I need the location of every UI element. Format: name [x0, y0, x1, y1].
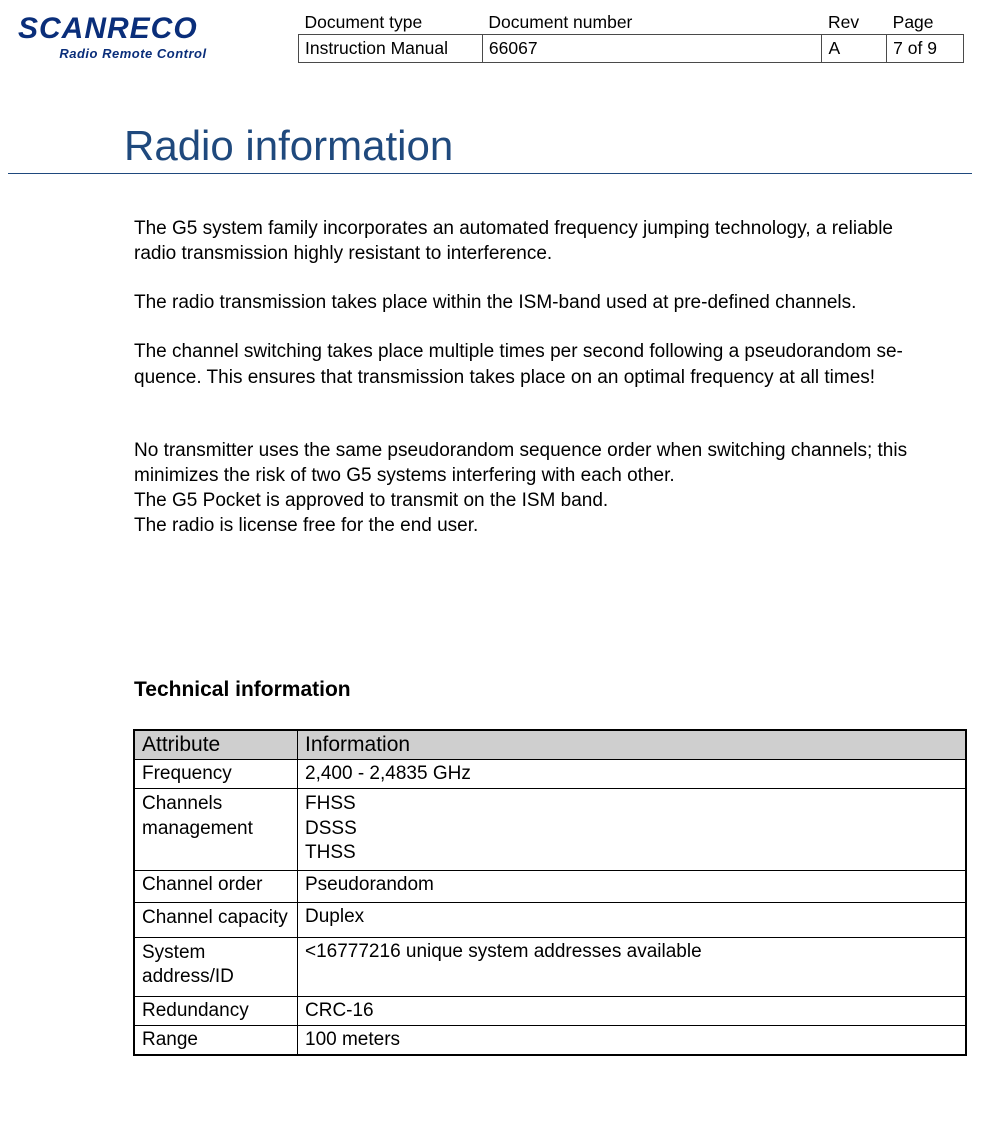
section-title: Radio information	[8, 123, 972, 169]
meta-value-type: Instruction Manual	[299, 35, 483, 63]
paragraph-3: The channel switching takes place multip…	[134, 339, 934, 389]
tech-attr: Channels management	[135, 788, 298, 870]
tech-attr: System address/ID	[135, 937, 298, 996]
logo-sub-text: Radio Remote Control	[18, 46, 248, 61]
logo-main-text: SCANRECO	[18, 14, 248, 44]
tech-attr: Frequency	[135, 759, 298, 788]
tech-attr: Redundancy	[135, 997, 298, 1026]
tech-attr: Channel order	[135, 870, 298, 902]
page-header: SCANRECO Radio Remote Control Document t…	[18, 12, 964, 63]
paragraph-5: The G5 Pocket is approved to transmit on…	[134, 488, 934, 513]
table-row: Channel capacity Duplex	[135, 902, 966, 937]
table-row: System address/ID <16777216 unique syste…	[135, 937, 966, 996]
tech-info: <16777216 unique system addresses availa…	[298, 937, 966, 996]
paragraph-4: No transmitter uses the same pseudorando…	[134, 438, 934, 488]
body-copy: The G5 system family incorporates an aut…	[134, 216, 934, 538]
meta-value-number: 66067	[482, 35, 822, 63]
table-row: Redundancy CRC-16	[135, 997, 966, 1026]
section-title-rule: Radio information	[8, 123, 972, 174]
tech-attr: Range	[135, 1026, 298, 1055]
table-row: Channel order Pseudorandom	[135, 870, 966, 902]
tech-info: Pseudorandom	[298, 870, 966, 902]
tech-info: 100 meters	[298, 1026, 966, 1055]
paragraph-1: The G5 system family incorporates an aut…	[134, 216, 934, 266]
technical-info-table: Attribute Information Frequency 2,400 - …	[134, 730, 966, 1055]
meta-value-rev: A	[822, 35, 887, 63]
tech-info: FHSSDSSSTHSS	[298, 788, 966, 870]
tech-info: Duplex	[298, 902, 966, 937]
table-row: Channels management FHSSDSSSTHSS	[135, 788, 966, 870]
table-row: Range 100 meters	[135, 1026, 966, 1055]
meta-header-page: Page	[887, 12, 964, 35]
meta-header-number: Document number	[482, 12, 822, 35]
table-row: Frequency 2,400 - 2,4835 GHz	[135, 759, 966, 788]
technical-info-heading: Technical information	[134, 678, 964, 702]
meta-value-page: 7 of 9	[887, 35, 964, 63]
tech-info: 2,400 - 2,4835 GHz	[298, 759, 966, 788]
meta-header-type: Document type	[299, 12, 483, 35]
paragraph-2: The radio transmission takes place withi…	[134, 290, 934, 315]
logo: SCANRECO Radio Remote Control	[18, 12, 248, 61]
tech-header-attribute: Attribute	[135, 730, 298, 759]
tech-info: CRC-16	[298, 997, 966, 1026]
tech-attr: Channel capacity	[135, 902, 298, 937]
paragraph-6: The radio is license free for the end us…	[134, 513, 934, 538]
meta-header-rev: Rev	[822, 12, 887, 35]
document-meta-table: Document type Document number Rev Page I…	[298, 12, 964, 63]
tech-table-body: Frequency 2,400 - 2,4835 GHz Channels ma…	[135, 759, 966, 1054]
tech-header-information: Information	[298, 730, 966, 759]
